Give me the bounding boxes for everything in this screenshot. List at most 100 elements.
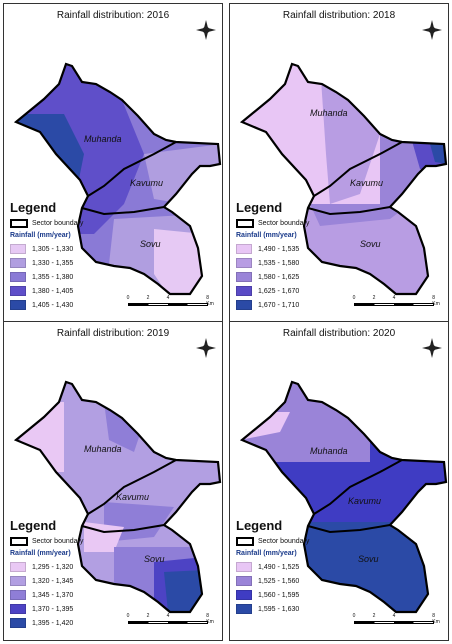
- legend-class: 1,535 - 1,580: [236, 256, 346, 270]
- legend-class: 1,595 - 1,630: [236, 602, 346, 616]
- legend-swatch: [236, 258, 252, 268]
- legend-label: 1,490 - 1,535: [258, 245, 300, 253]
- legend-swatch: [236, 562, 252, 572]
- legend-label: 1,320 - 1,345: [32, 577, 74, 585]
- scale-label: 2: [146, 295, 150, 301]
- legend-title: Legend: [10, 518, 57, 533]
- place-label: Sovu: [358, 554, 379, 564]
- legend-class: 1,580 - 1,625: [236, 270, 346, 284]
- legend-label: 1,395 - 1,420: [32, 619, 74, 627]
- boundary-swatch: [236, 537, 254, 546]
- legend-swatch: [10, 286, 26, 296]
- place-label: Sovu: [360, 239, 381, 249]
- boundary-label: Sector boundary: [258, 220, 310, 227]
- scale-label: 8 Km: [206, 295, 214, 307]
- place-label: Muhanda: [310, 446, 348, 456]
- legend-class: 1,330 - 1,355: [10, 256, 120, 270]
- scale-label: 0: [126, 295, 130, 301]
- rainfall-map: Muhanda Kavumu Sovu: [13, 380, 222, 614]
- map-panel-2019: Rainfall distribution: 2019 Muhanda Kavu…: [3, 321, 223, 641]
- legend-label: 1,490 - 1,525: [258, 563, 300, 571]
- north-arrow-icon: [422, 338, 442, 358]
- legend-class: 1,625 - 1,670: [236, 284, 346, 298]
- place-label: Muhanda: [310, 108, 348, 118]
- legend-label: 1,625 - 1,670: [258, 287, 300, 295]
- rainfall-heading: Rainfall (mm/year): [10, 550, 71, 557]
- legend-label: 1,405 - 1,430: [32, 301, 74, 309]
- legend: Legend Sector boundary Rainfall (mm/year…: [236, 518, 346, 616]
- legend-swatch: [10, 258, 26, 268]
- legend-boundary: Sector boundary: [10, 537, 120, 546]
- scale-bar: 0 2 4 8 Km: [352, 295, 442, 311]
- scale-label: 2: [372, 613, 376, 619]
- legend-swatch: [10, 244, 26, 254]
- north-arrow-icon: [196, 20, 216, 40]
- legend-label: 1,370 - 1,395: [32, 605, 74, 613]
- legend-title: Legend: [236, 200, 283, 215]
- legend-class: 1,370 - 1,395: [10, 602, 120, 616]
- legend-class: 1,560 - 1,595: [236, 588, 346, 602]
- map-panel-2016: Rainfall distribution: 2016 Muhanda Kavu…: [3, 3, 223, 323]
- map-title: Rainfall distribution: 2016: [56, 10, 170, 21]
- legend-class: 1,525 - 1,560: [236, 574, 346, 588]
- legend-label: 1,305 - 1,330: [32, 245, 74, 253]
- scale-label: 4: [166, 613, 170, 619]
- scale-bar: 0 2 4 8 Km: [353, 613, 442, 629]
- map-panel-2020: Rainfall distribution: 2020 Muhanda Kavu…: [229, 321, 449, 641]
- legend-label: 1,670 - 1,710: [258, 301, 300, 309]
- legend-class: 1,380 - 1,405: [10, 284, 120, 298]
- legend-class: 1,355 - 1,380: [10, 270, 120, 284]
- legend-swatch: [10, 576, 26, 586]
- legend-boundary: Sector boundary: [236, 219, 346, 228]
- legend: Legend Sector boundary Rainfall (mm/year…: [236, 200, 346, 312]
- scale-label: 2: [372, 295, 376, 301]
- legend-swatch: [236, 300, 252, 310]
- rainfall-map: Muhanda Kavumu Sovu: [239, 62, 448, 296]
- legend-label: 1,295 - 1,320: [32, 563, 74, 571]
- legend-boundary: Sector boundary: [236, 537, 346, 546]
- north-arrow-icon: [422, 20, 442, 40]
- legend-class: 1,295 - 1,320: [10, 560, 120, 574]
- place-label: Muhanda: [84, 444, 122, 454]
- legend-label: 1,345 - 1,370: [32, 591, 74, 599]
- legend-swatch: [236, 576, 252, 586]
- rainfall-map: Muhanda Kavumu Sovu: [239, 380, 448, 614]
- legend-class: 1,345 - 1,370: [10, 588, 120, 602]
- scale-label: 8 Km: [432, 613, 440, 625]
- scale-label: 2: [146, 613, 150, 619]
- legend-swatch: [10, 590, 26, 600]
- rainfall-map: Muhanda Kavumu Sovu: [13, 62, 222, 296]
- legend-label: 1,355 - 1,380: [32, 273, 74, 281]
- rainfall-heading: Rainfall (mm/year): [236, 550, 297, 557]
- boundary-swatch: [10, 219, 28, 228]
- scale-label: 4: [392, 613, 396, 619]
- legend-class: 1,490 - 1,525: [236, 560, 346, 574]
- rainfall-heading: Rainfall (mm/year): [236, 232, 297, 239]
- legend-class: 1,670 - 1,710: [236, 298, 346, 312]
- legend-swatch: [10, 562, 26, 572]
- legend-label: 1,380 - 1,405: [32, 287, 74, 295]
- legend-swatch: [10, 604, 26, 614]
- legend-label: 1,525 - 1,560: [258, 577, 300, 585]
- rainfall-heading: Rainfall (mm/year): [10, 232, 71, 239]
- boundary-label: Sector boundary: [258, 538, 310, 545]
- legend-swatch: [10, 272, 26, 282]
- scale-bar: 0 2 4 8 Km: [126, 295, 216, 311]
- legend-label: 1,580 - 1,625: [258, 273, 300, 281]
- legend-boundary: Sector boundary: [10, 219, 120, 228]
- map-title: Rainfall distribution: 2018: [282, 10, 396, 21]
- boundary-swatch: [10, 537, 28, 546]
- scale-label: 4: [166, 295, 170, 301]
- boundary-swatch: [236, 219, 254, 228]
- place-label: Kavumu: [348, 496, 381, 506]
- legend-label: 1,560 - 1,595: [258, 591, 300, 599]
- legend-swatch: [236, 604, 252, 614]
- scale-label: 0: [352, 295, 356, 301]
- legend-swatch: [10, 300, 26, 310]
- legend-class: 1,320 - 1,345: [10, 574, 120, 588]
- place-label: Kavumu: [130, 178, 163, 188]
- legend-class: 1,490 - 1,535: [236, 242, 346, 256]
- map-title: Rainfall distribution: 2019: [56, 328, 170, 339]
- legend-swatch: [236, 590, 252, 600]
- legend-label: 1,330 - 1,355: [32, 259, 74, 267]
